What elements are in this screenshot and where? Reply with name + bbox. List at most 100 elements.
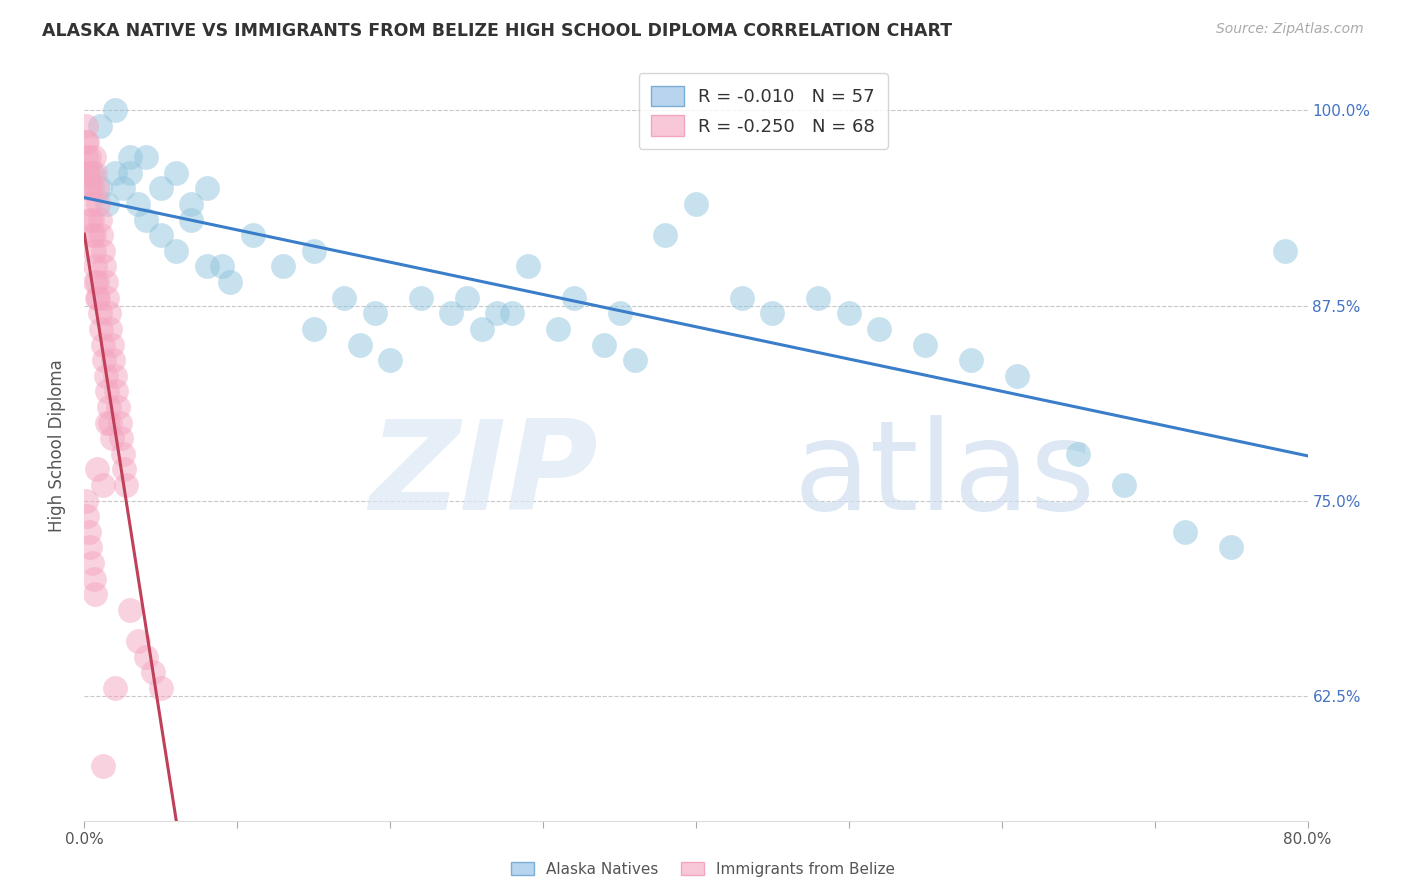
Point bbox=[90, 322, 112, 336]
Point bbox=[1005, 368, 1028, 383]
Point bbox=[96, 291, 118, 305]
Point bbox=[838, 306, 860, 320]
Point bbox=[80, 212, 103, 227]
Point bbox=[127, 634, 149, 648]
Point bbox=[104, 368, 127, 383]
Point bbox=[302, 244, 325, 258]
Point bbox=[409, 291, 432, 305]
Point bbox=[593, 337, 616, 351]
Point bbox=[77, 181, 100, 195]
Legend: Alaska Natives, Immigrants from Belize: Alaska Natives, Immigrants from Belize bbox=[503, 854, 903, 884]
Point bbox=[94, 368, 117, 383]
Point bbox=[761, 306, 783, 320]
Point bbox=[83, 244, 105, 258]
Point bbox=[94, 275, 117, 289]
Point bbox=[76, 166, 98, 180]
Point bbox=[195, 181, 218, 195]
Point bbox=[1114, 478, 1136, 492]
Point bbox=[89, 181, 111, 195]
Point bbox=[89, 306, 111, 320]
Point bbox=[101, 337, 124, 351]
Point bbox=[624, 353, 647, 368]
Text: Source: ZipAtlas.com: Source: ZipAtlas.com bbox=[1216, 22, 1364, 37]
Point bbox=[135, 150, 157, 164]
Point bbox=[364, 306, 387, 320]
Point bbox=[79, 212, 101, 227]
Point bbox=[165, 244, 187, 258]
Point bbox=[107, 400, 129, 414]
Point bbox=[97, 400, 120, 414]
Point bbox=[271, 260, 294, 274]
Point bbox=[440, 306, 463, 320]
Point bbox=[79, 541, 101, 555]
Point bbox=[86, 181, 108, 195]
Point bbox=[960, 353, 983, 368]
Point bbox=[76, 135, 98, 149]
Point bbox=[84, 260, 107, 274]
Y-axis label: High School Diploma: High School Diploma bbox=[48, 359, 66, 533]
Point bbox=[180, 212, 202, 227]
Point bbox=[180, 197, 202, 211]
Point bbox=[516, 260, 538, 274]
Point bbox=[108, 416, 131, 430]
Point bbox=[96, 416, 118, 430]
Point bbox=[86, 291, 108, 305]
Point bbox=[77, 181, 100, 195]
Point bbox=[86, 462, 108, 476]
Point bbox=[91, 337, 114, 351]
Point bbox=[114, 478, 136, 492]
Point bbox=[104, 103, 127, 118]
Point bbox=[195, 260, 218, 274]
Point bbox=[120, 166, 142, 180]
Point bbox=[1274, 244, 1296, 258]
Point bbox=[89, 212, 111, 227]
Point bbox=[165, 166, 187, 180]
Point bbox=[90, 228, 112, 243]
Point bbox=[685, 197, 707, 211]
Point bbox=[80, 181, 103, 195]
Point bbox=[93, 260, 115, 274]
Point bbox=[104, 166, 127, 180]
Point bbox=[75, 135, 97, 149]
Point bbox=[135, 649, 157, 664]
Point bbox=[127, 197, 149, 211]
Point bbox=[1220, 541, 1243, 555]
Point bbox=[112, 462, 135, 476]
Point bbox=[1067, 447, 1090, 461]
Point bbox=[76, 166, 98, 180]
Point bbox=[1174, 524, 1197, 539]
Point bbox=[142, 665, 165, 680]
Point bbox=[135, 212, 157, 227]
Point bbox=[456, 291, 478, 305]
Point bbox=[211, 260, 233, 274]
Point bbox=[87, 291, 110, 305]
Point bbox=[486, 306, 509, 320]
Point bbox=[105, 384, 128, 399]
Point bbox=[349, 337, 371, 351]
Point bbox=[89, 119, 111, 133]
Point bbox=[75, 119, 97, 133]
Text: ALASKA NATIVE VS IMMIGRANTS FROM BELIZE HIGH SCHOOL DIPLOMA CORRELATION CHART: ALASKA NATIVE VS IMMIGRANTS FROM BELIZE … bbox=[42, 22, 952, 40]
Text: ZIP: ZIP bbox=[370, 416, 598, 536]
Point bbox=[120, 603, 142, 617]
Point bbox=[77, 150, 100, 164]
Point bbox=[654, 228, 676, 243]
Point bbox=[83, 228, 105, 243]
Point bbox=[333, 291, 356, 305]
Point bbox=[80, 556, 103, 570]
Point bbox=[149, 228, 172, 243]
Point bbox=[91, 244, 114, 258]
Point bbox=[103, 353, 125, 368]
Point bbox=[869, 322, 891, 336]
Text: atlas: atlas bbox=[794, 416, 1095, 536]
Point bbox=[502, 306, 524, 320]
Point bbox=[98, 416, 121, 430]
Point bbox=[83, 150, 105, 164]
Point bbox=[87, 197, 110, 211]
Point bbox=[76, 509, 98, 524]
Point bbox=[79, 166, 101, 180]
Point bbox=[84, 275, 107, 289]
Point bbox=[98, 322, 121, 336]
Point bbox=[96, 384, 118, 399]
Point bbox=[302, 322, 325, 336]
